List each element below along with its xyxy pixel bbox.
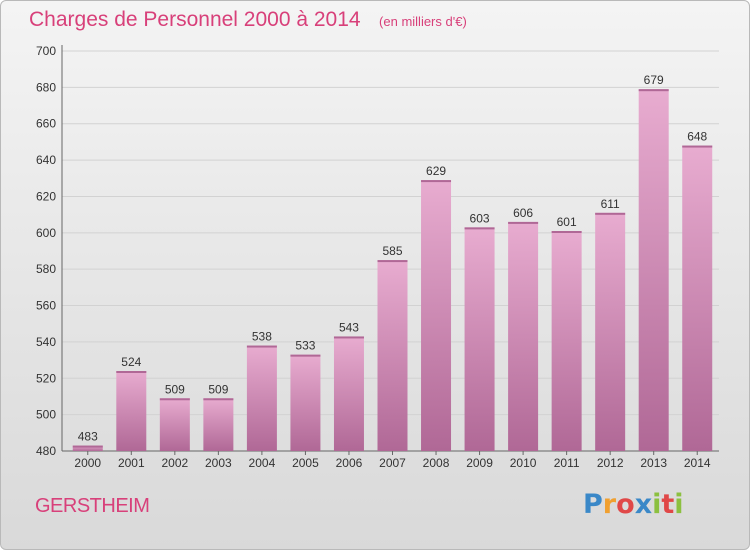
bar: [508, 221, 539, 451]
y-tick-label: 640: [36, 153, 56, 167]
y-tick-label: 660: [36, 117, 56, 131]
y-tick-label: 600: [36, 226, 56, 240]
data-label: 585: [382, 244, 402, 258]
x-tick-label: 2010: [510, 456, 537, 470]
bar: [116, 371, 147, 451]
y-tick-label: 560: [36, 299, 56, 313]
bar: [551, 231, 582, 451]
bar-top-edge: [464, 227, 495, 230]
data-label: 601: [557, 215, 577, 229]
bar-top-edge: [159, 398, 190, 401]
bar-top-edge: [246, 345, 277, 348]
y-tick-label: 540: [36, 335, 56, 349]
data-label: 648: [687, 130, 707, 144]
bar-top-edge: [377, 260, 408, 263]
bar-top-edge: [290, 354, 321, 357]
logo-letter: P: [583, 489, 603, 520]
data-label: 524: [121, 355, 141, 369]
bar: [203, 398, 234, 451]
data-label: 538: [252, 330, 272, 344]
x-tick-label: 2012: [597, 456, 624, 470]
x-tick-label: 2008: [423, 456, 450, 470]
bar: [464, 227, 495, 451]
x-tick-label: 2006: [336, 456, 363, 470]
x-tick-label: 2001: [118, 456, 145, 470]
x-tick-label: 2011: [554, 456, 580, 470]
bar: [638, 89, 669, 451]
x-tick-label: 2003: [205, 456, 232, 470]
bar: [595, 212, 626, 451]
logo-letter: t: [661, 489, 675, 520]
bar-top-edge: [421, 180, 452, 183]
x-tick-label: 2007: [379, 456, 406, 470]
y-tick-label: 700: [36, 44, 56, 58]
x-tick-label: 2000: [74, 456, 101, 470]
bar: [333, 336, 364, 451]
y-tick-label: 680: [36, 80, 56, 94]
bar-top-edge: [508, 221, 539, 224]
bar: [421, 180, 452, 451]
bar-top-edge: [203, 398, 234, 401]
bar: [290, 354, 321, 451]
x-tick-label: 2004: [249, 456, 276, 470]
data-label: 543: [339, 320, 359, 334]
x-tick-label: 2002: [161, 456, 188, 470]
bar-top-edge: [638, 89, 669, 92]
x-tick-label: 2009: [466, 456, 493, 470]
data-label: 629: [426, 164, 446, 178]
bar-top-edge: [551, 231, 582, 233]
y-tick-label: 520: [36, 371, 56, 385]
data-label: 509: [165, 382, 185, 396]
bar-top-edge: [595, 212, 626, 215]
data-label: 611: [601, 197, 620, 211]
x-tick-label: 2005: [292, 456, 319, 470]
proxiti-logo[interactable]: Proxiti: [583, 489, 684, 520]
bar: [246, 345, 277, 451]
logo-letter: x: [634, 489, 653, 520]
y-tick-label: 580: [36, 262, 56, 276]
data-label: 603: [470, 211, 490, 225]
bar: [72, 445, 103, 451]
chart-unit: (en milliers d'€): [379, 14, 467, 29]
x-tick-label: 2014: [684, 456, 711, 470]
title-row: Charges de Personnel 2000 à 2014 (en mil…: [29, 8, 467, 32]
bar: [159, 398, 190, 451]
logo-letter: i: [674, 489, 684, 520]
y-tick-label: 620: [36, 189, 56, 203]
logo-letter: o: [616, 489, 635, 520]
bar: [682, 145, 713, 451]
data-label: 483: [78, 430, 98, 444]
logo-letter: r: [602, 489, 617, 520]
chart-title: Charges de Personnel 2000 à 2014: [29, 8, 361, 31]
bar-top-edge: [333, 336, 364, 339]
y-tick-label: 480: [36, 444, 56, 458]
data-label: 606: [513, 206, 533, 220]
y-tick-label: 500: [36, 408, 56, 422]
bar-top-edge: [116, 371, 147, 373]
data-label: 679: [644, 73, 664, 87]
data-label: 533: [295, 339, 315, 353]
bar-top-edge: [682, 145, 713, 148]
data-label: 509: [208, 382, 228, 396]
place-name: GERSTHEIM: [35, 495, 150, 517]
bar-top-edge: [72, 445, 103, 448]
x-tick-label: 2013: [640, 456, 667, 470]
bar: [377, 260, 408, 451]
logo-letter: i: [652, 489, 662, 520]
